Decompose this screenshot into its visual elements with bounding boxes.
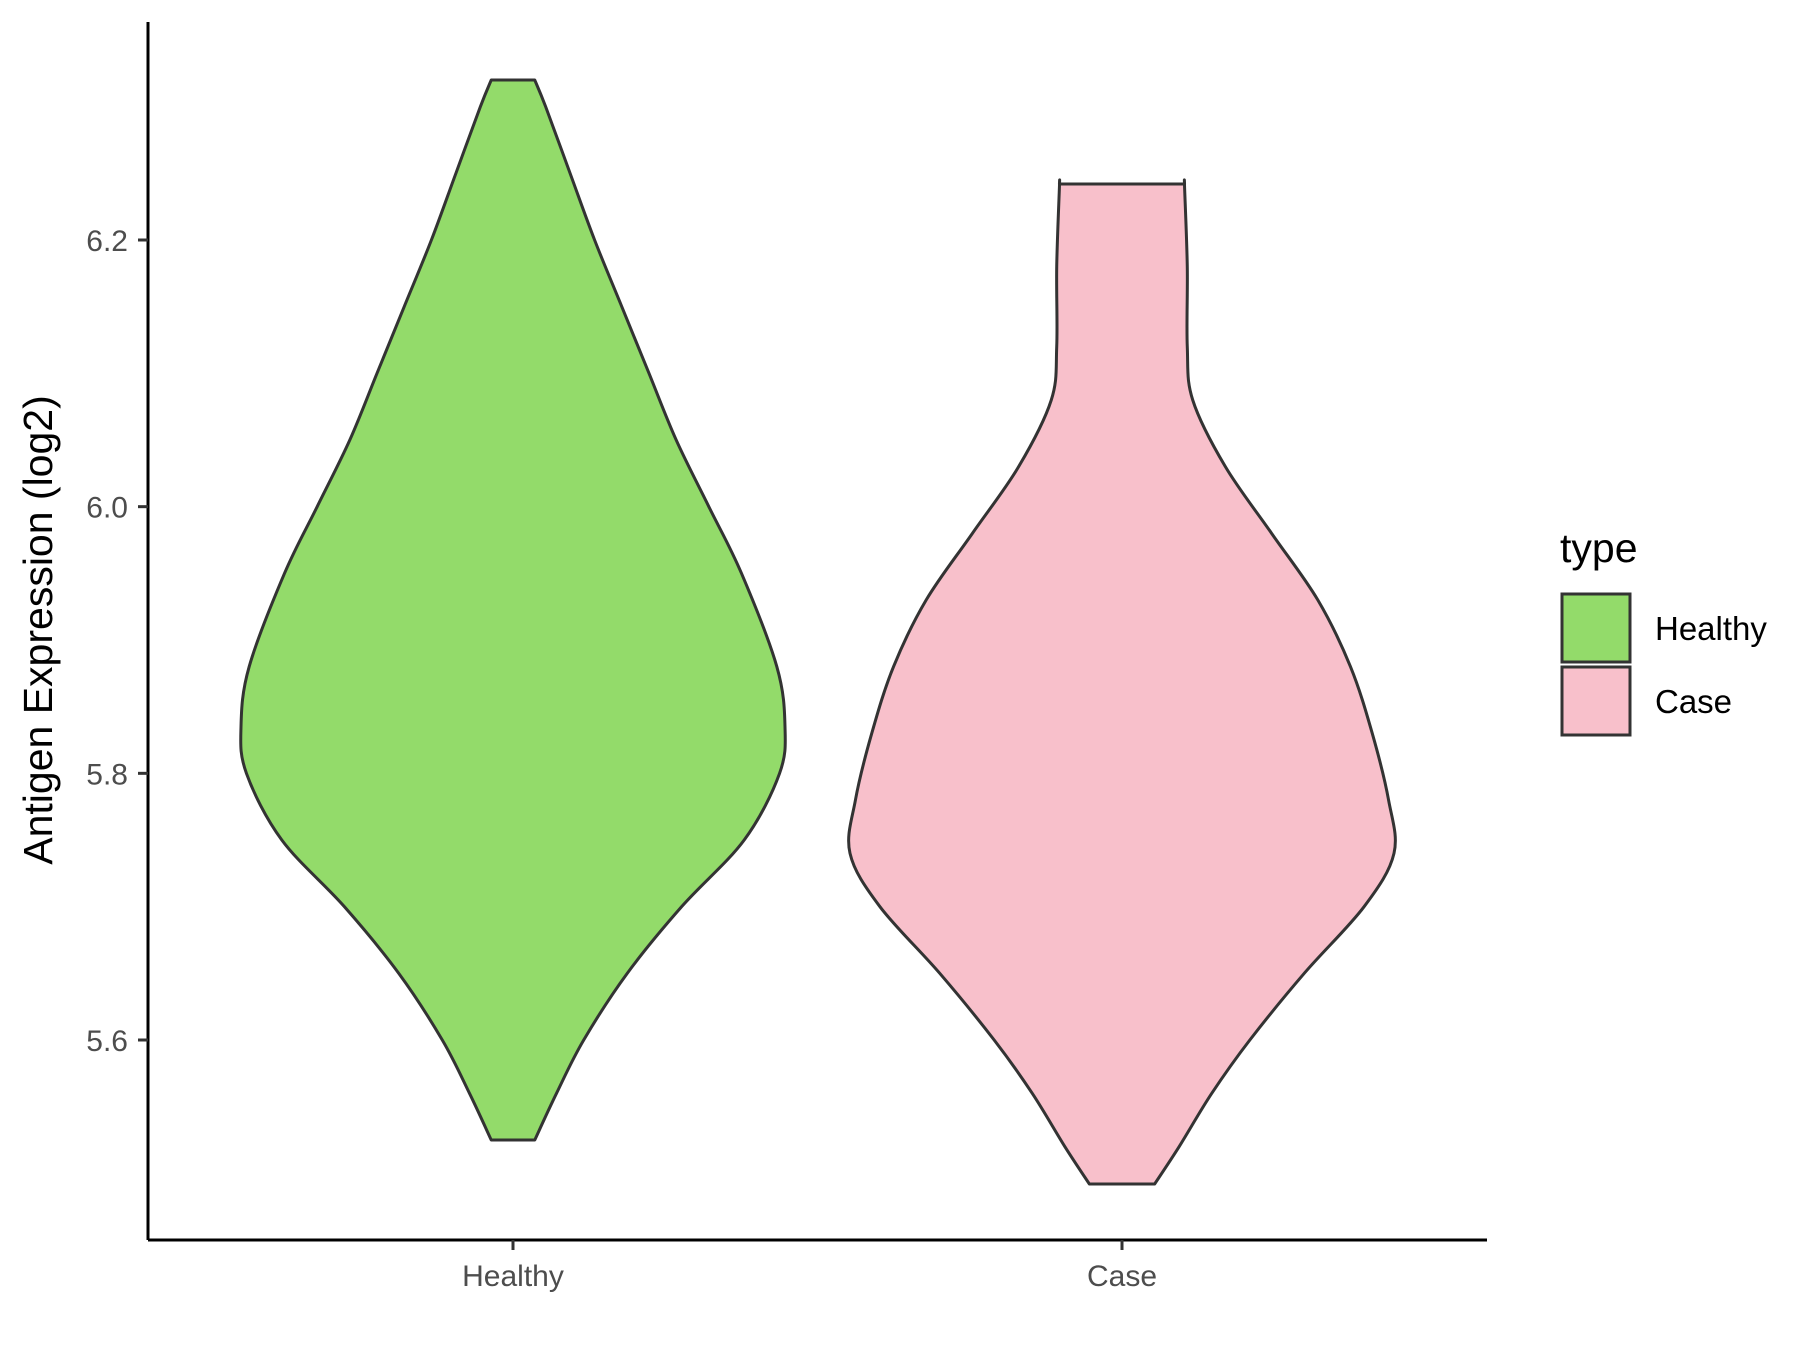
legend-swatch-healthy <box>1560 592 1632 664</box>
x-ticks: Healthy Case <box>462 1240 1157 1293</box>
x-tick-label: Healthy <box>462 1260 564 1293</box>
violin-healthy <box>239 78 787 1142</box>
violin-layer <box>239 78 1397 1186</box>
y-tick-label: 5.8 <box>86 758 128 791</box>
y-ticks: 5.6 5.8 6.0 6.2 <box>86 225 148 1058</box>
y-axis-title: Antigen Expression (log2) <box>15 395 61 864</box>
x-tick-label: Case <box>1087 1260 1157 1293</box>
y-tick-label: 6.2 <box>86 225 128 258</box>
legend-swatch-case <box>1560 665 1632 737</box>
legend: type Healthy Case <box>1560 525 1767 737</box>
y-tick-label: 6.0 <box>86 492 128 525</box>
legend-label-case: Case <box>1655 683 1732 720</box>
violin-case <box>847 178 1397 1186</box>
y-tick-label: 5.6 <box>86 1025 128 1058</box>
legend-label-healthy: Healthy <box>1655 610 1767 647</box>
legend-title: type <box>1560 525 1638 571</box>
